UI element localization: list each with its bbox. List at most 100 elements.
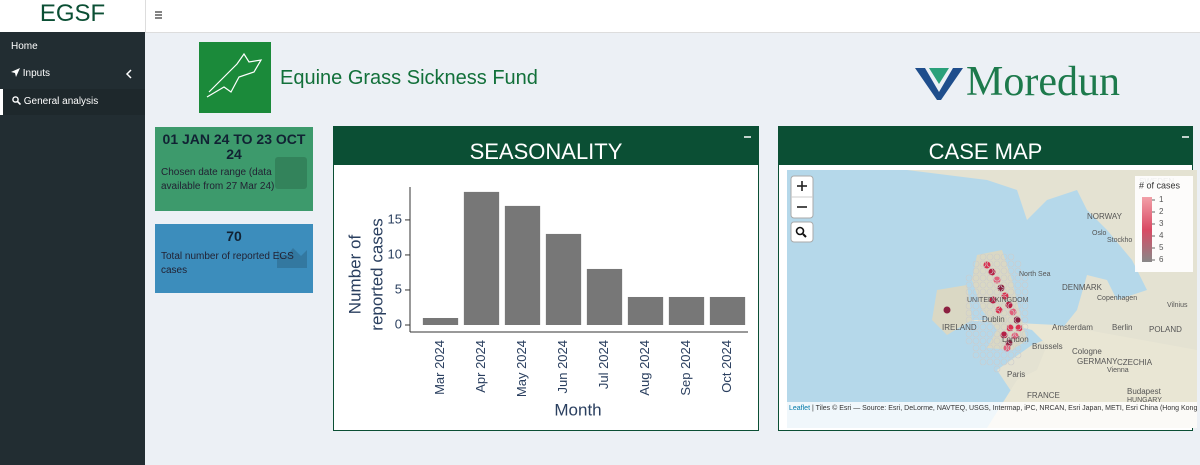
- empty-hex: [1007, 267, 1015, 275]
- empty-hex: [1000, 253, 1008, 261]
- empty-hex: [979, 267, 987, 275]
- empty-hex: [1014, 274, 1022, 282]
- empty-hex: [1007, 344, 1015, 352]
- empty-hex: [1014, 281, 1022, 289]
- bar: [627, 296, 664, 325]
- empty-hex: [1007, 330, 1015, 338]
- empty-hex: [993, 281, 1001, 289]
- empty-hex: [1007, 302, 1015, 310]
- empty-hex: [979, 302, 987, 310]
- legend-tick-label: 2: [1159, 207, 1164, 216]
- map-label: Stockho: [1107, 237, 1132, 244]
- empty-hex: [1000, 351, 1008, 359]
- empty-hex: [993, 295, 1001, 303]
- bar: [709, 296, 746, 325]
- empty-hex: [986, 309, 994, 317]
- empty-hex: [1021, 274, 1029, 282]
- bar: [545, 233, 582, 325]
- empty-hex: [986, 344, 994, 352]
- nav-general[interactable]: General analysis: [0, 89, 145, 115]
- map-label: Brussels: [1032, 342, 1063, 351]
- icon: [12, 96, 22, 106]
- map-label: North Sea: [1019, 271, 1051, 278]
- empty-hex: [986, 295, 994, 303]
- bar: [422, 317, 459, 325]
- map-label: Vienna: [1107, 367, 1129, 374]
- map-label: Cologne: [1072, 347, 1102, 356]
- empty-hex: [1021, 281, 1029, 289]
- empty-hex: [1000, 267, 1008, 275]
- collapse[interactable]: [1182, 135, 1190, 139]
- map-label: POLAND: [1149, 325, 1182, 334]
- empty-hex: [993, 323, 1001, 331]
- empty-hex: [965, 316, 973, 324]
- map-label: DENMARK: [1062, 283, 1103, 292]
- empty-hex: [965, 330, 973, 338]
- collapse[interactable]: [744, 135, 752, 139]
- empty-hex: [993, 344, 1001, 352]
- empty-hex: [986, 323, 994, 331]
- empty-hex: [986, 281, 994, 289]
- moredun-mark: [915, 68, 963, 100]
- value-box-dates: 01 JAN 24 TO 23 OCT 24 Chosen date range…: [155, 127, 313, 211]
- empty-hex: [1014, 295, 1022, 303]
- empty-hex: [1014, 288, 1022, 296]
- empty-hex: [979, 253, 987, 261]
- empty-hex: [1021, 309, 1029, 317]
- empty-hex: [979, 274, 987, 282]
- empty-hex: [986, 274, 994, 282]
- map-label: London: [1002, 335, 1029, 344]
- icon: [11, 68, 20, 77]
- empty-hex: [1007, 281, 1015, 289]
- empty-hex: [972, 281, 980, 289]
- x-tick-label: Jun 2024: [555, 340, 570, 394]
- empty-hex: [1000, 358, 1008, 366]
- map-label: Budapest: [1127, 387, 1162, 396]
- empty-hex: [986, 330, 994, 338]
- empty-hex: [972, 330, 980, 338]
- empty-hex: [986, 260, 994, 268]
- map-label: Amsterdam: [1052, 323, 1093, 332]
- case-hex: [1015, 324, 1023, 332]
- empty-hex: [986, 302, 994, 310]
- nav-home[interactable]: Home: [0, 34, 145, 60]
- empty-hex: [972, 309, 980, 317]
- empty-hex: [993, 288, 1001, 296]
- menu-toggle[interactable]: [145, 0, 173, 32]
- map-label: NORWAY: [1087, 212, 1123, 221]
- ireland: [932, 285, 972, 335]
- empty-hex: [1007, 288, 1015, 296]
- bar-chart: 0 5 10 15 Mar 2024 Apr 2024 May 2024 Jun 2024 Ju…: [345, 187, 748, 419]
- nav-inputs[interactable]: Inputs: [0, 61, 145, 87]
- empty-hex: [1014, 267, 1022, 275]
- empty-hex: [972, 260, 980, 268]
- empty-hex: [965, 302, 973, 310]
- y-tick-label: 5: [395, 281, 402, 296]
- y-tick-label: 15: [388, 211, 402, 226]
- value: 01 JAN 24 TO 23 OCT 24: [162, 131, 306, 162]
- chevron: [125, 69, 132, 79]
- empty-hex: [1007, 316, 1015, 324]
- zoom-in[interactable]: [797, 181, 807, 191]
- legend-title: # of cases: [1139, 180, 1181, 190]
- empty-hex: [1007, 309, 1015, 317]
- y-tick-label: 10: [388, 246, 402, 261]
- map-label: HUNGARY: [1127, 397, 1162, 404]
- empty-hex: [979, 260, 987, 268]
- search-control[interactable]: [790, 221, 814, 243]
- empty-hex: [1021, 302, 1029, 310]
- empty-hex: [1000, 330, 1008, 338]
- empty-hex: [979, 288, 987, 296]
- subtitle: Total number of reported EGS cases: [161, 251, 294, 276]
- empty-hex: [979, 281, 987, 289]
- map-label: GERMANY: [1077, 357, 1118, 366]
- empty-hex: [1000, 309, 1008, 317]
- x-tick-label: Sep 2024: [678, 340, 693, 396]
- empty-hex: [986, 337, 994, 345]
- empty-hex: [993, 358, 1001, 366]
- leaflet-link[interactable]: Leaflet: [789, 405, 810, 412]
- case-hexes: [943, 253, 1029, 373]
- empty-hex: [1014, 351, 1022, 359]
- empty-hex: [1021, 316, 1029, 324]
- x-tick-label: Mar 2024: [432, 340, 447, 395]
